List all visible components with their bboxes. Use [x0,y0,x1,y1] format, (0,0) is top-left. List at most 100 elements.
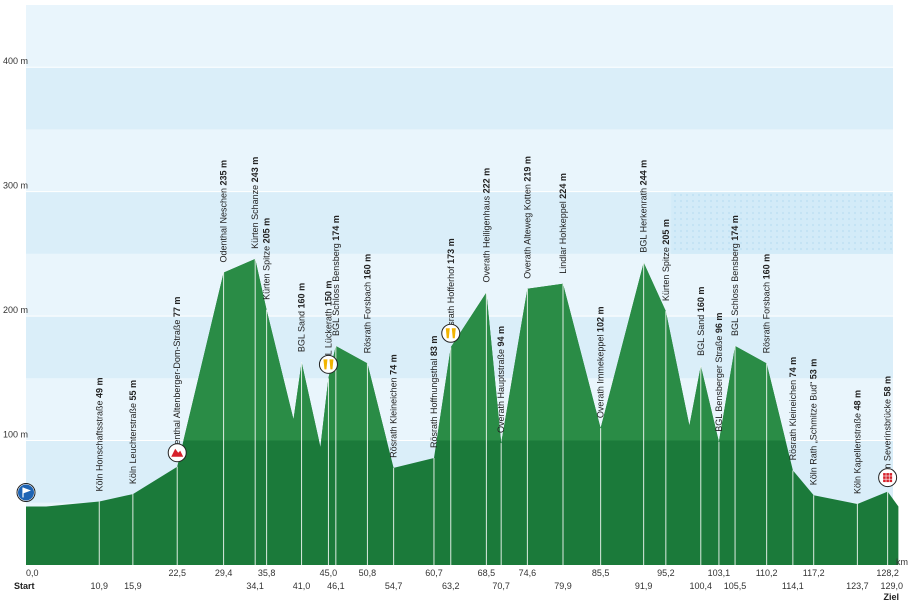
point-label: Rösrath Kleineichen 74 m [389,354,399,458]
x-axis-unit: km [896,557,908,567]
point-label: Overath Immekeppel 102 m [596,307,606,419]
point-label: Rösrath Hoffnungsthal 83 m [429,336,439,448]
point-name: Köln Severinsbrücke [883,397,893,482]
point-name: Overath Heiligenhaus [481,193,491,282]
point-name: Kürten Schanze [250,182,260,249]
point-name: Odenthal Neschen [219,185,229,262]
point-name: BGL Sand [297,308,307,352]
feed-zone-icon [318,354,338,374]
point-name: BGL Schloss Bensberg [730,241,740,336]
point-name: Rösrath Kleineichen [389,375,399,458]
background-band [26,253,893,317]
x-tick-label-top: 35,8 [258,568,276,578]
point-name: Rösrath Hofferhof [446,264,456,337]
marker-fill [320,356,337,373]
glass-right [329,359,334,370]
x-tick-label-bottom: 79,9 [554,581,572,591]
finish-label: Ziel [883,592,899,602]
x-axis: 0,0 22,5 29,4 35,8 45,0 50,8 60,7 68,5 74,6 85,5 9… [14,557,908,602]
point-label: BGL Bensberger Straße 96 m [714,313,724,432]
mountain-icon [167,443,187,463]
point-altitude: 224 m [558,173,568,199]
x-tick-label-bottom: 100,4 [690,581,713,591]
finish-square [886,476,889,479]
background-band [26,129,893,192]
y-tick-label: 300 m [3,181,28,191]
point-label: Köln Honschaftsstraße 49 m [94,377,104,491]
point-label: BGL Schloss Bensberg 174 m [331,215,341,336]
x-tick-label-top: 50,8 [359,568,377,578]
point-label: BGL Sand 160 m [297,283,307,352]
background-band [26,5,893,68]
x-tick-label-top: 60,7 [425,568,443,578]
x-tick-label-bottom: 70,7 [492,581,510,591]
y-axis-labels: 100 m 200 m 300 m 400 m [3,56,28,439]
point-labels: Köln Honschaftsstraße 49 m Köln Leuchters… [94,156,892,494]
point-label: Kürten Spitze 205 m [262,218,272,300]
glass-left [445,328,450,339]
point-altitude: 235 m [219,160,229,186]
point-altitude: 205 m [661,219,671,245]
point-altitude: 160 m [696,287,706,313]
background-texture [671,191,893,254]
x-tick-label-bottom: 114,1 [782,581,804,591]
point-label: Odenthal Altenberger-Dom-Straße 77 m [172,297,182,457]
point-name: Overath Immekeppel [596,332,606,418]
point-altitude: 174 m [331,215,341,241]
glass-right [451,328,456,339]
point-altitude: 94 m [496,326,506,347]
point-label: Overath Hauptstraße 94 m [496,326,506,433]
point-altitude: 160 m [297,283,307,309]
point-label: Köln Severinsbrücke 58 m [883,376,893,482]
point-label: Lindlar Hohkeppel 224 m [558,173,568,274]
flag-cloth [23,487,31,494]
x-tick-label-top: 85,5 [592,568,610,578]
point-label: Kürten Schanze 243 m [250,157,260,249]
finish-square [883,479,886,483]
point-name: Köln Leuchterstraße [128,401,138,485]
point-name: Odenthal Altenberger-Dom-Straße [172,317,182,457]
point-name: Overath Hauptstraße [496,346,506,433]
point-label: BGL Herkenrath 244 m [639,160,649,253]
x-tick-label-top: 110,2 [756,568,778,578]
x-tick-label-bottom: 15,9 [124,581,142,591]
point-altitude: 96 m [714,313,724,334]
x-tick-label-top: 68,5 [478,568,496,578]
elevation-area [26,258,899,565]
point-altitude: 174 m [730,215,740,241]
x-tick-label-bottom: 34,1 [246,581,264,591]
point-name: Köln Honschaftsstraße [94,398,104,492]
finish-icon [878,468,898,488]
point-name: BGL Lückerath [323,306,333,368]
point-altitude: 243 m [250,157,260,183]
point-altitude: 205 m [262,218,272,244]
point-altitude: 74 m [788,357,798,378]
point-label: Kürten Spitze 205 m [661,219,671,301]
elevation-area-upper [183,258,786,441]
finish-square [883,473,886,476]
background-band [26,67,893,130]
route-markers [16,323,898,503]
x-tick-label-bottom: 123,7 [846,581,869,591]
point-name: Lindlar Hohkeppel [558,199,568,274]
point-label: Rösrath Forsbach 160 m [762,254,772,354]
x-tick-label-top: 45,0 [320,568,338,578]
point-altitude: 160 m [362,254,372,280]
point-name: Kürten Spitze [262,243,272,300]
point-label: Köln Rath „Schmitze Bud“ 53 m [809,359,819,486]
x-tick-label-top: 22,5 [168,568,186,578]
point-label: Köln Kapellenstraße 48 m [852,390,862,494]
point-name: Rösrath Forsbach [762,279,772,353]
finish-square [889,479,893,483]
point-label: Overath Alteweg Kotten 219 m [522,156,532,279]
point-altitude: 53 m [809,359,819,380]
point-label: Odenthal Neschen 235 m [219,160,229,263]
point-label: BGL Schloss Bensberg 174 m [730,215,740,336]
y-tick-label: 100 m [3,430,28,440]
point-altitude: 48 m [852,390,862,411]
point-lines [98,258,889,565]
mountain-shape [171,448,184,457]
point-altitude: 55 m [128,380,138,401]
x-tick-label-bottom: 129,0 [880,581,903,591]
